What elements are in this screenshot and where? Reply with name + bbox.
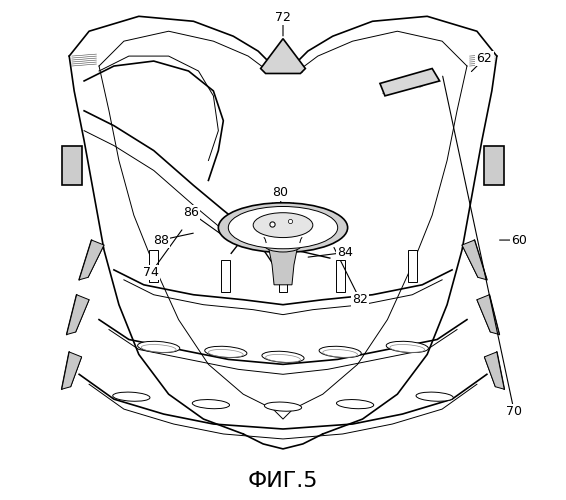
Text: 72: 72 <box>275 11 291 24</box>
FancyBboxPatch shape <box>484 146 504 186</box>
Ellipse shape <box>386 342 428 352</box>
Ellipse shape <box>138 342 180 352</box>
Polygon shape <box>477 294 499 335</box>
Polygon shape <box>260 38 306 74</box>
Ellipse shape <box>264 402 302 411</box>
Text: 80: 80 <box>272 186 289 200</box>
Bar <box>221 260 230 292</box>
Bar <box>408 250 417 282</box>
Polygon shape <box>462 240 487 280</box>
Text: 74: 74 <box>143 266 159 279</box>
Text: 86: 86 <box>183 206 199 219</box>
Ellipse shape <box>253 212 313 238</box>
Ellipse shape <box>113 392 150 402</box>
Text: 84: 84 <box>337 246 353 259</box>
Ellipse shape <box>192 400 230 408</box>
Text: 82: 82 <box>352 293 368 306</box>
FancyBboxPatch shape <box>62 146 82 186</box>
Text: 88: 88 <box>153 234 169 246</box>
Ellipse shape <box>336 400 374 408</box>
Bar <box>336 260 345 292</box>
Polygon shape <box>484 352 504 389</box>
Ellipse shape <box>205 346 247 358</box>
Ellipse shape <box>218 203 348 252</box>
Polygon shape <box>267 238 299 285</box>
Bar <box>149 250 158 282</box>
Ellipse shape <box>228 206 338 249</box>
Text: 62: 62 <box>477 52 492 65</box>
Text: 70: 70 <box>506 405 522 418</box>
Ellipse shape <box>416 392 453 402</box>
Polygon shape <box>79 240 104 280</box>
Text: 60: 60 <box>511 234 527 246</box>
Text: ФИГ.5: ФИГ.5 <box>248 471 318 491</box>
Ellipse shape <box>262 352 304 362</box>
Polygon shape <box>380 68 440 96</box>
Polygon shape <box>62 352 82 389</box>
Bar <box>278 260 288 292</box>
Polygon shape <box>67 294 89 335</box>
Ellipse shape <box>319 346 361 358</box>
Ellipse shape <box>264 238 302 252</box>
